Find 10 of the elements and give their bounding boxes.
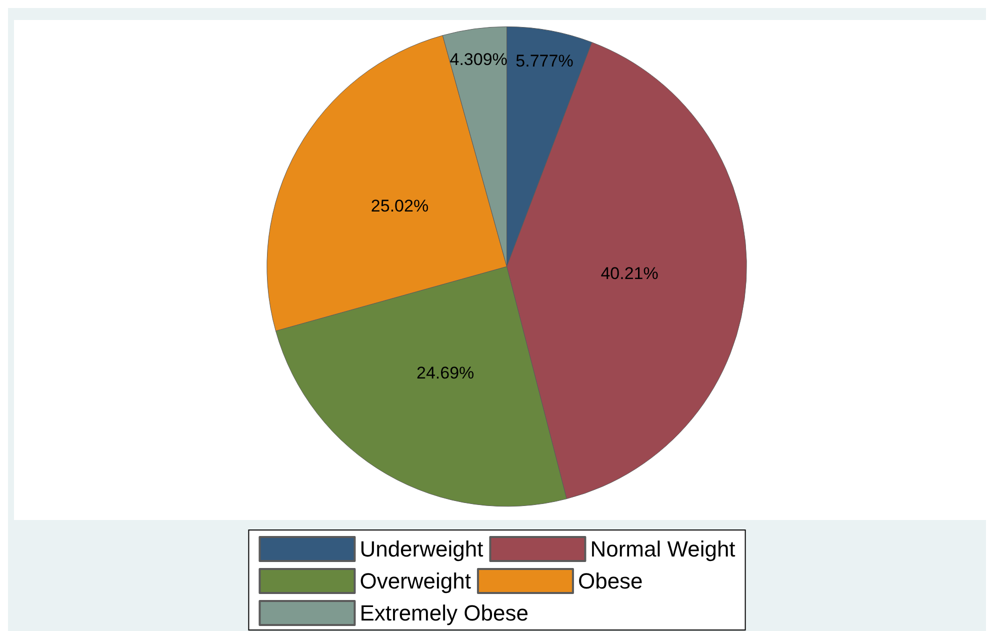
- data-label: 4.309%: [450, 50, 508, 70]
- data-label: 25.02%: [370, 196, 429, 216]
- legend-label: Obese: [578, 568, 643, 594]
- data-label: 5.777%: [516, 52, 574, 71]
- legend-label: Normal Weight: [590, 536, 736, 562]
- data-label: 24.69%: [416, 364, 474, 383]
- legend-label: Overweight: [360, 568, 471, 594]
- legend-label: Extremely Obese: [360, 600, 528, 626]
- data-label: 40.21%: [600, 264, 658, 283]
- legend-label: Underweight: [360, 536, 484, 562]
